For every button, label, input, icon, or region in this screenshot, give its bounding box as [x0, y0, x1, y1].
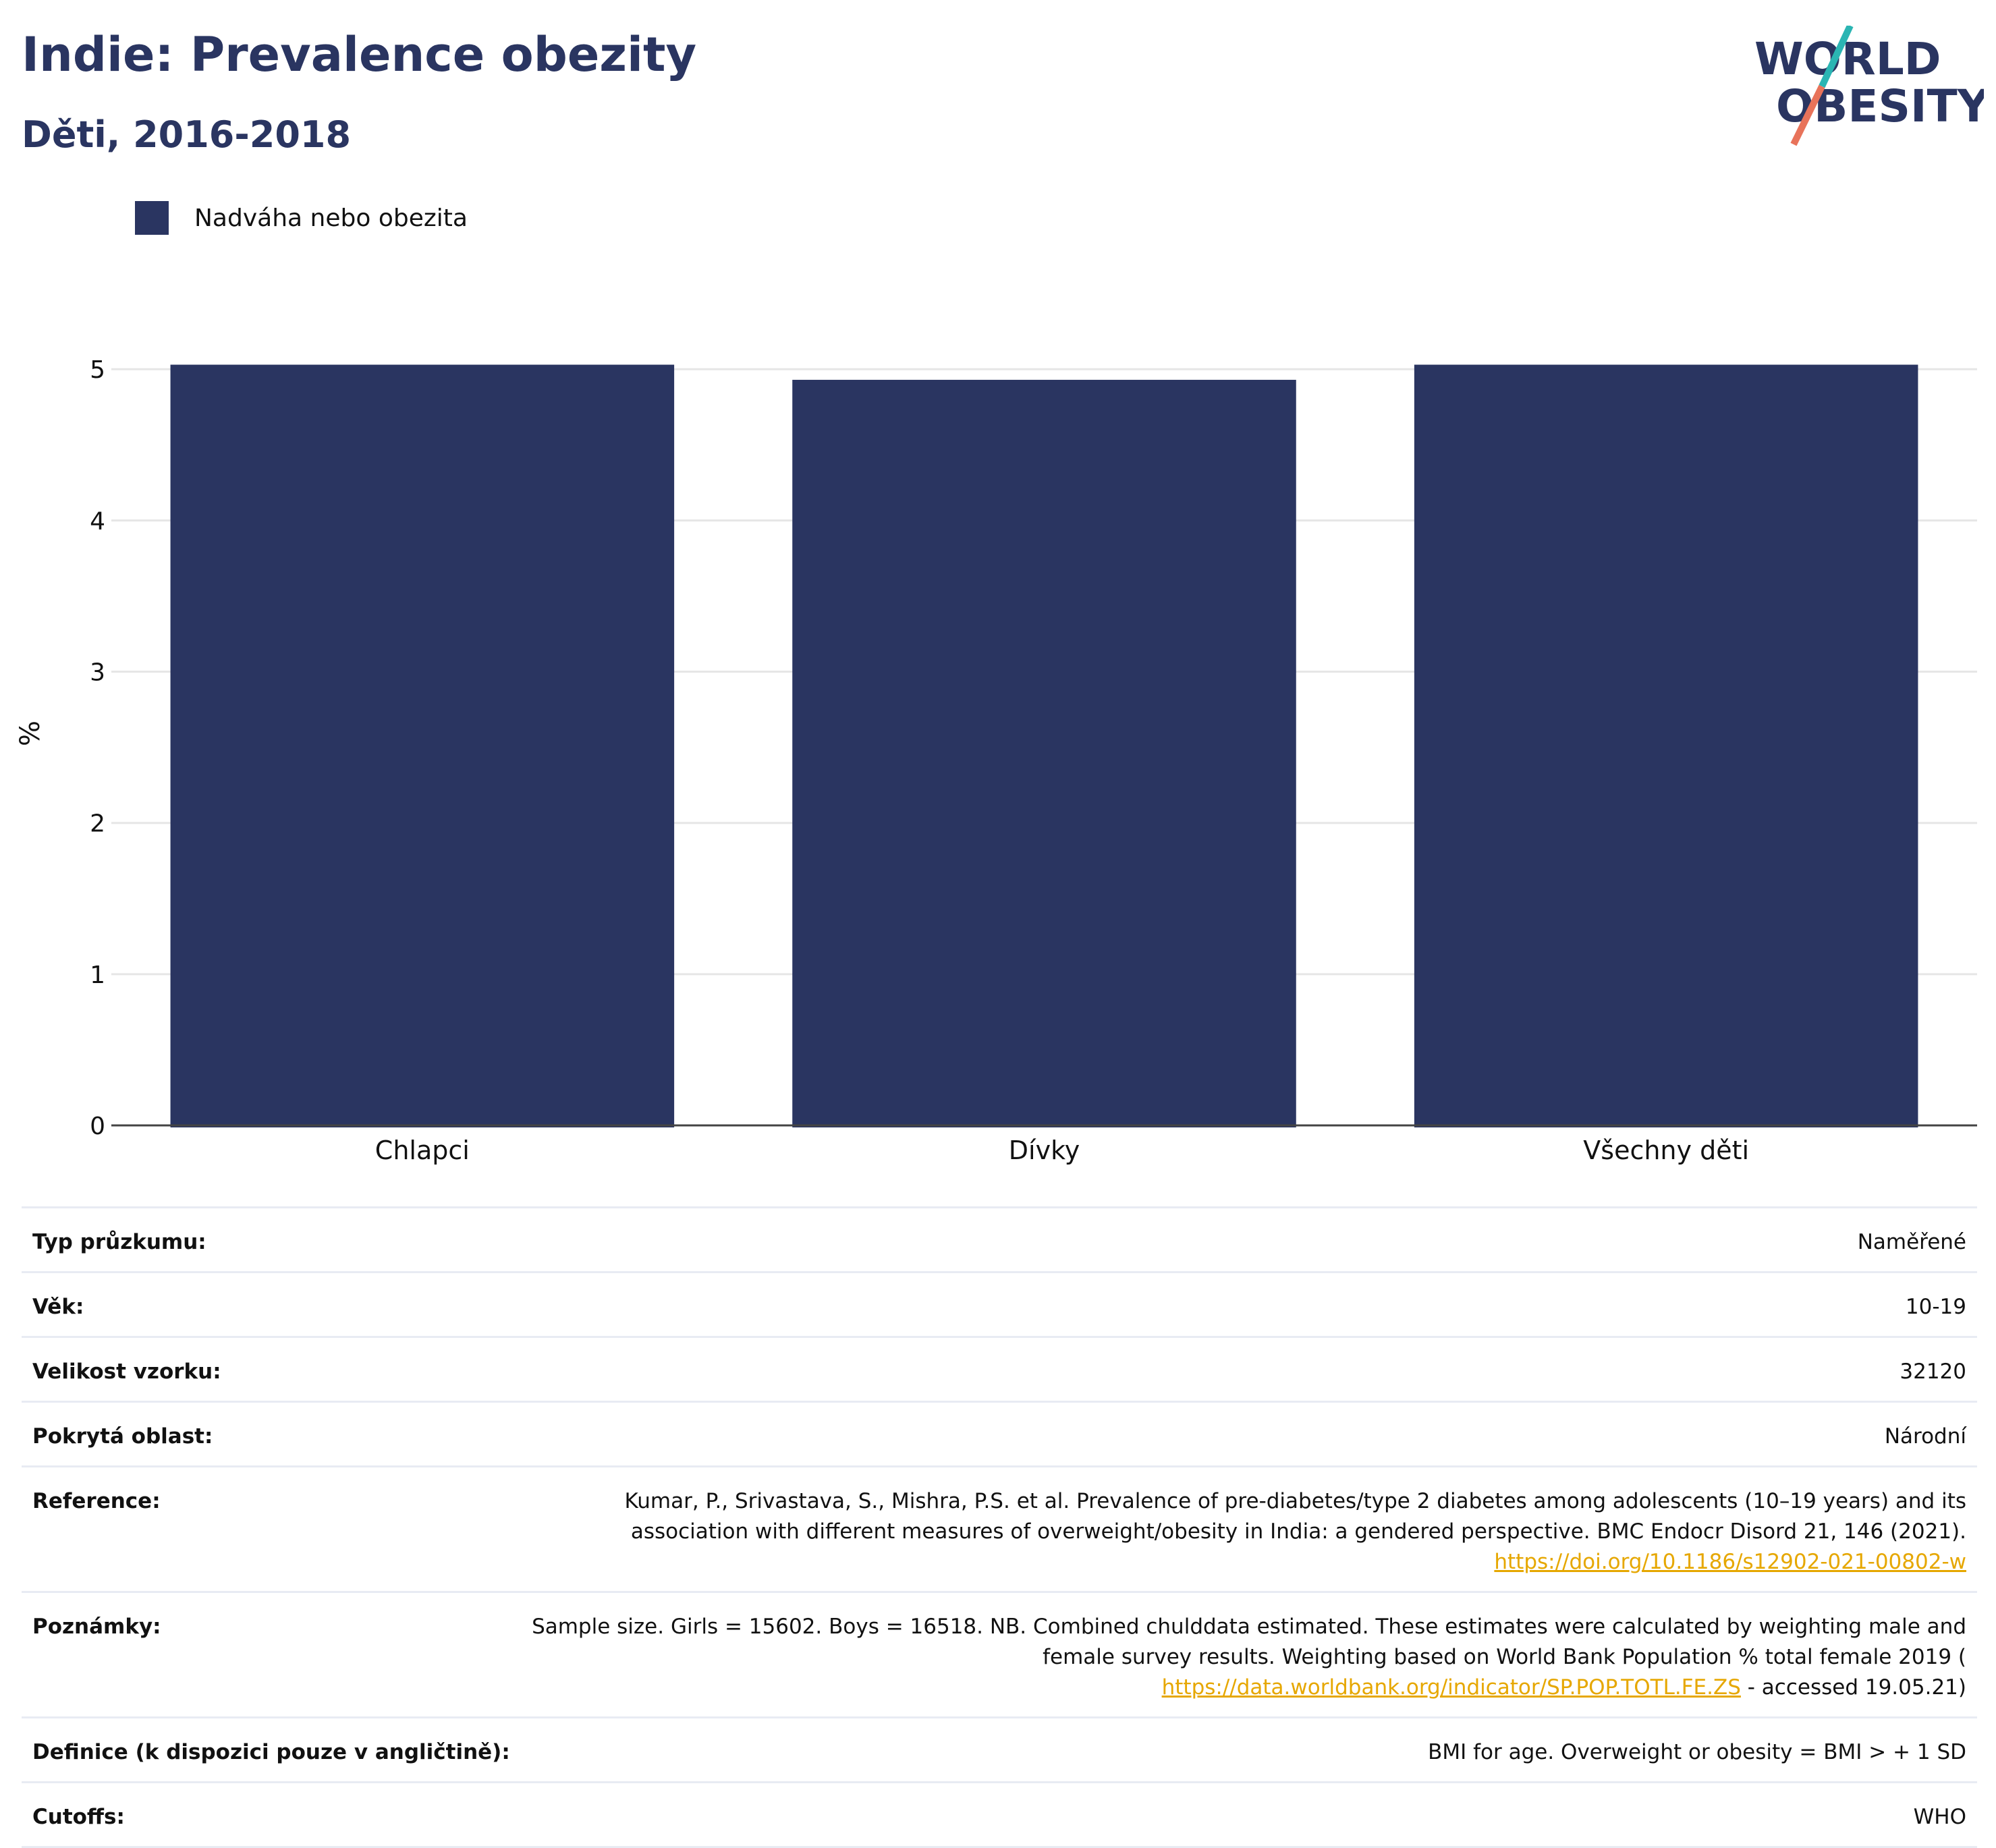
info-value: Kumar, P., Srivastava, S., Mishra, P.S. …: [188, 1486, 1967, 1577]
chart-title: Indie: Prevalence obezity: [22, 27, 697, 82]
info-value-line: Sample size. Girls = 15602. Boys = 16518…: [532, 1615, 1966, 1639]
info-row: Definice (k dispozici pouze v angličtině…: [22, 1716, 1977, 1781]
axes: 0 1 2 3 4 5 Chlapci Dívky Všechny děti: [90, 356, 1977, 1165]
chart-subtitle: Děti, 2016-2018: [22, 113, 352, 156]
reference-link[interactable]: https://data.worldbank.org/indicator/SP.…: [1161, 1675, 1741, 1700]
y-axis-label: %: [15, 721, 46, 746]
bar-1[interactable]: [170, 364, 675, 1127]
info-link-line: https://data.worldbank.org/indicator/SP.…: [188, 1673, 1966, 1703]
reference-link[interactable]: https://doi.org/10.1186/s12902-021-00802…: [1494, 1550, 1966, 1574]
info-label: Typ průzkumu:: [32, 1230, 206, 1254]
world-obesity-logo: WORLD OBESITY: [1754, 26, 1984, 146]
y-tick-label: 0: [90, 1113, 105, 1140]
logo-slash-teal: [1819, 26, 1854, 88]
info-row: Cutoffs: WHO: [22, 1781, 1977, 1848]
x-tick-label: Chlapci: [375, 1136, 470, 1165]
info-label: Velikost vzorku:: [32, 1360, 221, 1384]
bars: [170, 364, 1918, 1128]
info-value-line: Kumar, P., Srivastava, S., Mishra, P.S. …: [624, 1489, 1967, 1513]
survey-info-table: Typ průzkumu: Naměřené Věk: 10-19 Velikost v…: [22, 1206, 1977, 1848]
info-row: Věk: 10-19: [22, 1271, 1977, 1336]
legend[interactable]: Nadváha nebo obezita: [135, 200, 468, 235]
info-row: Poznámky: Sample size. Girls = 15602. Boy…: [22, 1591, 1977, 1716]
y-tick-label: 2: [90, 810, 105, 838]
info-value: 32120: [1900, 1360, 1966, 1384]
legend-label: Nadváha nebo obezita: [194, 204, 468, 232]
info-value: Sample size. Girls = 15602. Boys = 16518…: [188, 1612, 1966, 1703]
logo-text-obesity: OBESITY: [1776, 80, 1984, 132]
y-tick-label: 3: [90, 659, 105, 687]
legend-swatch: [135, 201, 169, 235]
info-row: Typ průzkumu: Naměřené: [22, 1206, 1977, 1271]
bar-3[interactable]: [1414, 364, 1918, 1127]
info-value-line: female survey results. Weighting based o…: [1043, 1645, 1966, 1669]
info-label: Pokrytá oblast:: [32, 1424, 213, 1449]
info-value: 10-19: [1905, 1295, 1966, 1319]
info-row: Reference: Kumar, P., Srivastava, S., Mis…: [22, 1465, 1977, 1591]
info-value-line: association with different measures of o…: [630, 1519, 1966, 1544]
x-tick-label: Dívky: [1009, 1136, 1080, 1165]
link-suffix: - accessed 19.05.21): [1740, 1675, 1966, 1700]
info-value: BMI for age. Overweight or obesity = BMI…: [1428, 1740, 1966, 1764]
info-label: Poznámky:: [32, 1615, 161, 1639]
info-value: WHO: [1913, 1805, 1966, 1829]
bar-chart: 0 1 2 3 4 5 Chlapci Dívky Všechny děti %: [15, 356, 1977, 1165]
info-label: Věk:: [32, 1295, 84, 1319]
y-tick-label: 1: [90, 961, 105, 989]
info-label: Cutoffs:: [32, 1805, 125, 1829]
info-value: Naměřené: [1857, 1230, 1966, 1254]
info-label: Definice (k dispozici pouze v angličtině…: [32, 1740, 510, 1764]
x-tick-label: Všechny děti: [1583, 1136, 1749, 1165]
info-row: Pokrytá oblast: Národní: [22, 1401, 1977, 1465]
y-tick-label: 5: [90, 356, 105, 384]
info-label: Reference:: [32, 1489, 161, 1513]
logo-text-world: WORLD: [1754, 33, 1941, 85]
logo-slash-coral: [1790, 84, 1825, 146]
bar-2[interactable]: [792, 379, 1296, 1128]
y-tick-label: 4: [90, 507, 105, 535]
info-value: Národní: [1884, 1424, 1966, 1449]
info-link-line: https://doi.org/10.1186/s12902-021-00802…: [188, 1547, 1966, 1577]
info-row: Velikost vzorku: 32120: [22, 1336, 1977, 1401]
